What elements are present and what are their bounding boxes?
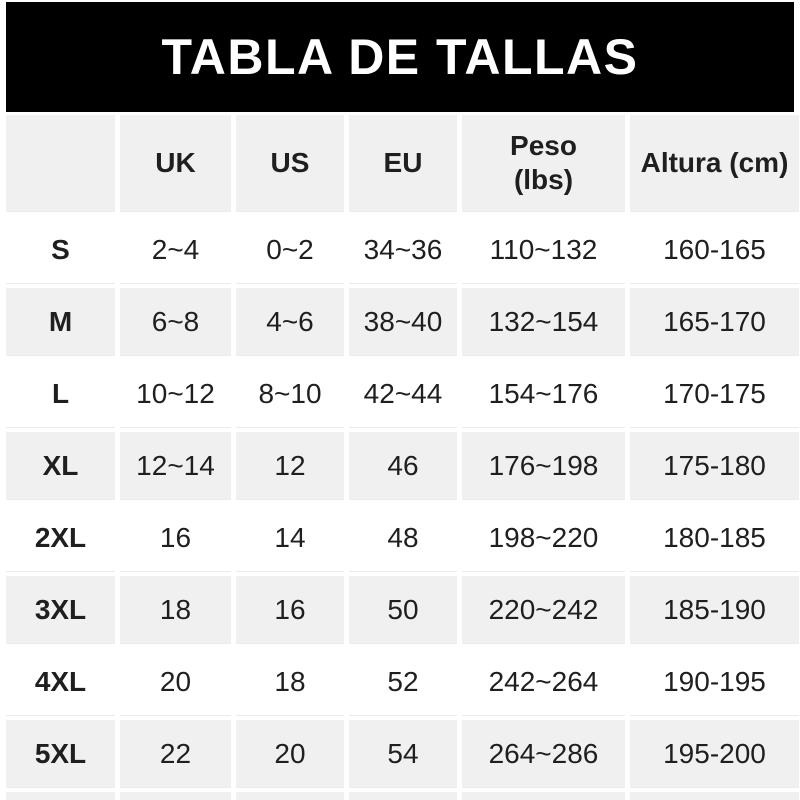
eu-value: 34~36: [349, 216, 457, 284]
us-value: 16: [236, 576, 344, 644]
header-peso-line1: Peso: [510, 130, 577, 161]
uk-value: 18: [120, 576, 231, 644]
size-label: L: [6, 360, 115, 428]
us-value: 20: [236, 720, 344, 788]
us-value: 18: [236, 648, 344, 716]
uk-value: 2~4: [120, 216, 231, 284]
peso-value: 242~264: [462, 648, 625, 716]
us-value: 14: [236, 504, 344, 572]
eu-value: 54: [349, 720, 457, 788]
table-row-m: M 6~8 4~6 38~40 132~154 165-170: [6, 288, 800, 356]
eu-value: 38~40: [349, 288, 457, 356]
table-row-partial: [6, 792, 800, 800]
uk-value: 20: [120, 648, 231, 716]
header-peso: Peso (lbs): [462, 115, 625, 212]
header-uk: UK: [120, 115, 231, 212]
size-label: 2XL: [6, 504, 115, 572]
uk-value: 10~12: [120, 360, 231, 428]
uk-value: 16: [120, 504, 231, 572]
altura-value: 185-190: [630, 576, 799, 644]
peso-value: 132~154: [462, 288, 625, 356]
eu-value: 48: [349, 504, 457, 572]
us-value: 8~10: [236, 360, 344, 428]
uk-value: 12~14: [120, 432, 231, 500]
us-value: 4~6: [236, 288, 344, 356]
eu-value: 42~44: [349, 360, 457, 428]
header-size: [6, 115, 115, 212]
peso-value: 110~132: [462, 216, 625, 284]
eu-value: 50: [349, 576, 457, 644]
altura-value: 160-165: [630, 216, 799, 284]
altura-value: 190-195: [630, 648, 799, 716]
partial-cell: [462, 792, 625, 800]
table-row-xl: XL 12~14 12 46 176~198 175-180: [6, 432, 800, 500]
size-label: 5XL: [6, 720, 115, 788]
header-us: US: [236, 115, 344, 212]
peso-value: 154~176: [462, 360, 625, 428]
altura-value: 165-170: [630, 288, 799, 356]
title-banner: TABLA DE TALLAS: [6, 2, 794, 112]
partial-cell: [120, 792, 231, 800]
peso-value: 220~242: [462, 576, 625, 644]
table-header-row: UK US EU Peso (lbs) Altura (cm): [6, 115, 800, 212]
altura-value: 175-180: [630, 432, 799, 500]
table-row-2xl: 2XL 16 14 48 198~220 180-185: [6, 504, 800, 572]
eu-value: 46: [349, 432, 457, 500]
page-title: TABLA DE TALLAS: [161, 29, 639, 85]
eu-value: 52: [349, 648, 457, 716]
size-label: 4XL: [6, 648, 115, 716]
altura-value: 195-200: [630, 720, 799, 788]
partial-cell: [236, 792, 344, 800]
peso-value: 264~286: [462, 720, 625, 788]
altura-value: 170-175: [630, 360, 799, 428]
size-label: 3XL: [6, 576, 115, 644]
us-value: 0~2: [236, 216, 344, 284]
peso-value: 176~198: [462, 432, 625, 500]
partial-cell: [6, 792, 115, 800]
uk-value: 6~8: [120, 288, 231, 356]
size-label: M: [6, 288, 115, 356]
table-row-3xl: 3XL 18 16 50 220~242 185-190: [6, 576, 800, 644]
header-altura: Altura (cm): [630, 115, 799, 212]
partial-cell: [349, 792, 457, 800]
table-row-4xl: 4XL 20 18 52 242~264 190-195: [6, 648, 800, 716]
us-value: 12: [236, 432, 344, 500]
header-eu: EU: [349, 115, 457, 212]
size-label: XL: [6, 432, 115, 500]
size-label: S: [6, 216, 115, 284]
uk-value: 22: [120, 720, 231, 788]
header-peso-line2: (lbs): [513, 164, 574, 195]
size-chart-table: UK US EU Peso (lbs) Altura (cm) S 2~4 0~…: [0, 115, 800, 800]
table-row-s: S 2~4 0~2 34~36 110~132 160-165: [6, 216, 800, 284]
table-row-l: L 10~12 8~10 42~44 154~176 170-175: [6, 360, 800, 428]
peso-value: 198~220: [462, 504, 625, 572]
partial-cell: [630, 792, 799, 800]
altura-value: 180-185: [630, 504, 799, 572]
table-row-5xl: 5XL 22 20 54 264~286 195-200: [6, 720, 800, 788]
